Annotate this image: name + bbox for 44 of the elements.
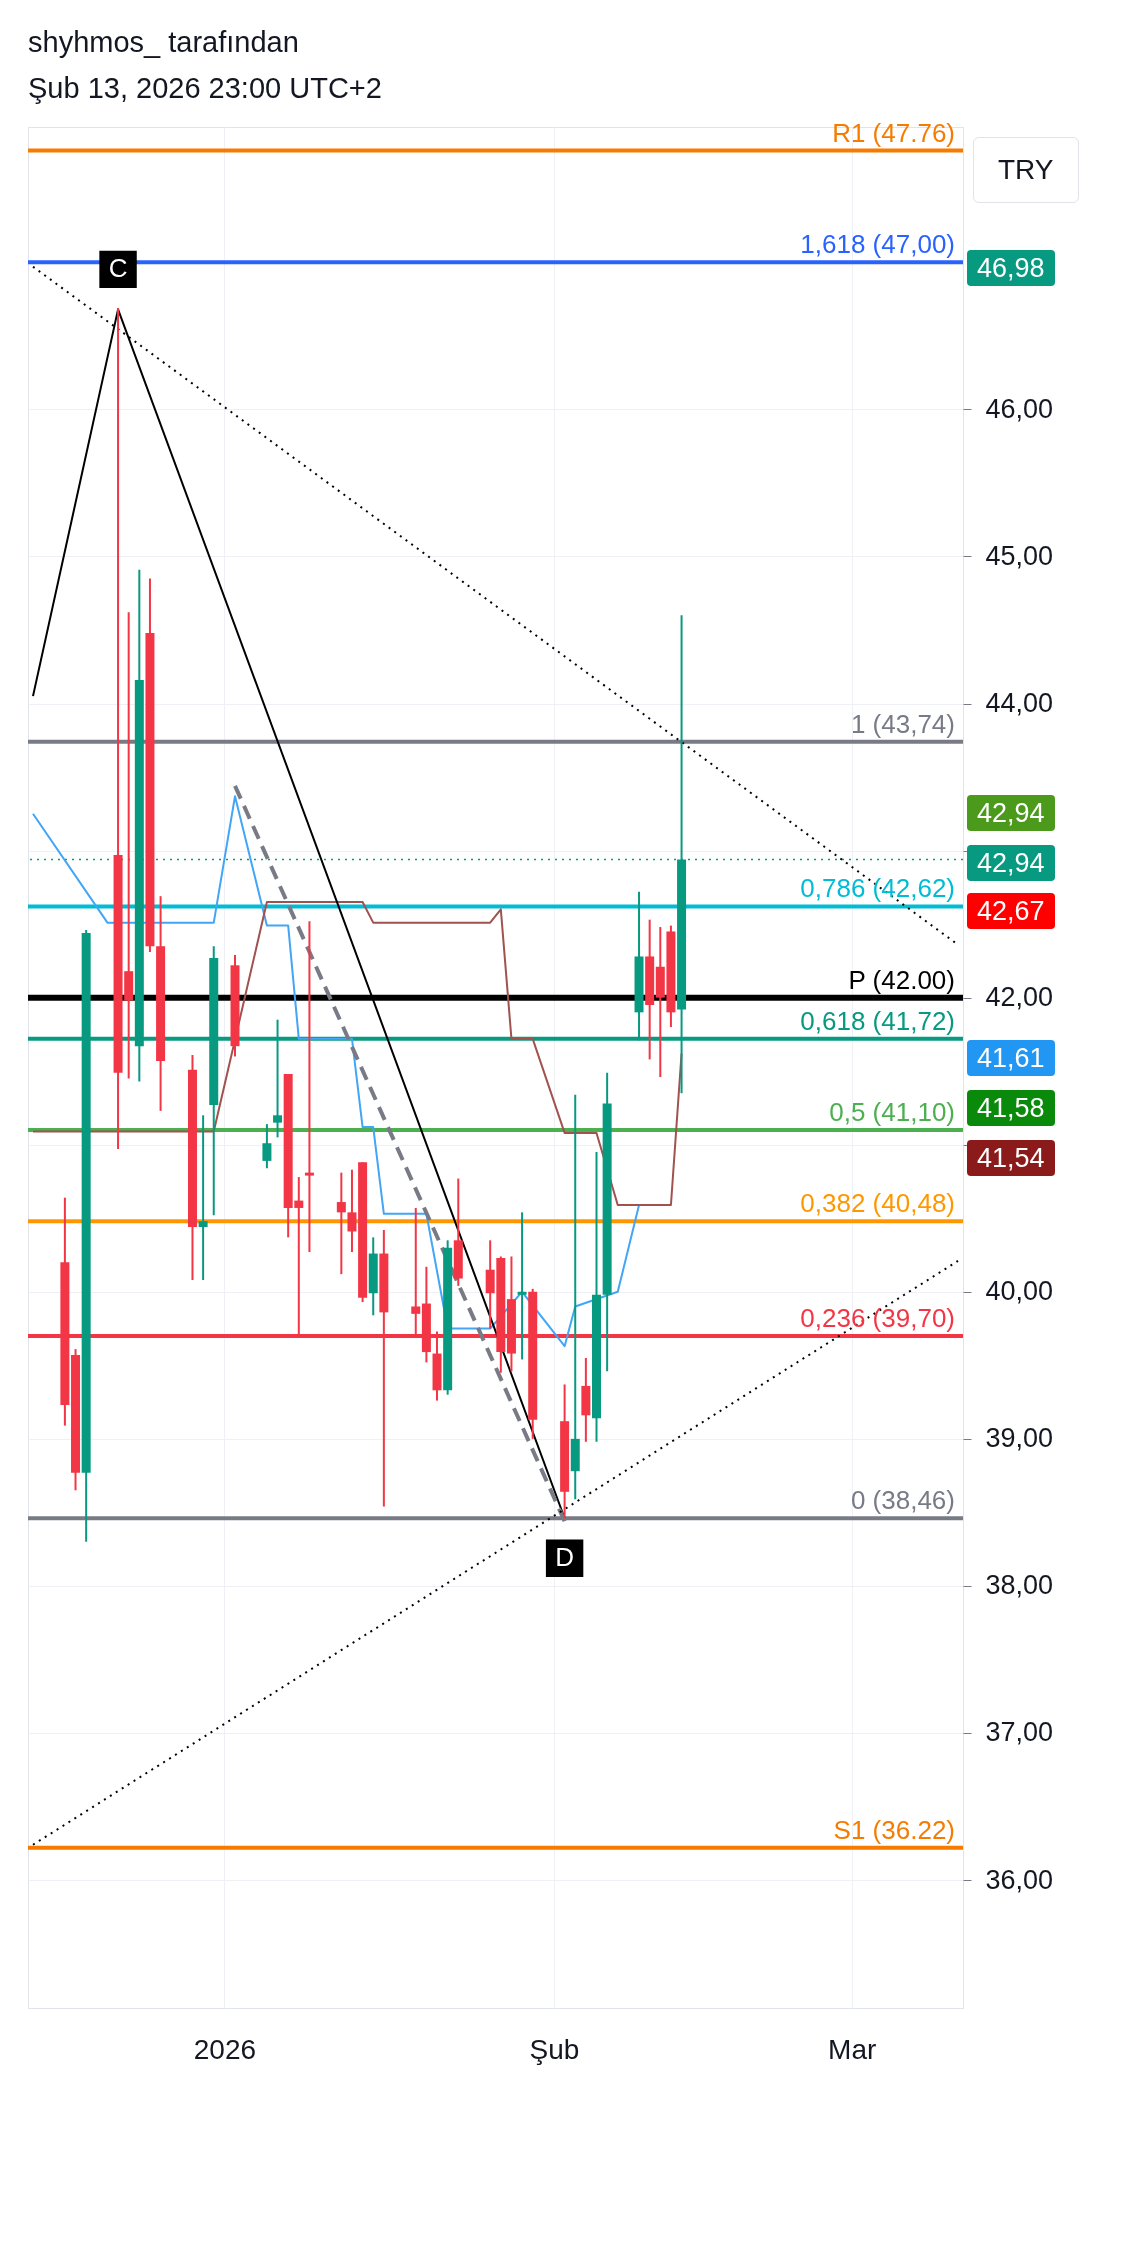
ref-line-label: 0,786 (42,62) bbox=[800, 873, 955, 904]
annotation: C bbox=[108, 253, 128, 284]
ref-line-label: 0,236 (39,70) bbox=[800, 1302, 955, 1333]
y-tick-label: 39,00 bbox=[985, 1423, 1054, 1454]
line-series bbox=[32, 795, 641, 1348]
x-tick-label: 2026 bbox=[193, 2033, 257, 2065]
text: 41,61 bbox=[967, 1040, 1055, 1076]
ref-line-label: 0,618 (41,72) bbox=[800, 1005, 955, 1036]
text: 41,58 bbox=[967, 1090, 1055, 1126]
ref-line-label: 1 (43,74) bbox=[850, 708, 955, 739]
candlestick bbox=[347, 1168, 357, 1254]
y-tick-label: 44,00 bbox=[985, 688, 1054, 719]
y-tick-label: 40,00 bbox=[985, 1276, 1054, 1307]
line-series bbox=[32, 901, 683, 1207]
ref-line-label: 0,382 (40,48) bbox=[800, 1188, 955, 1219]
text: 41,54 bbox=[967, 1140, 1055, 1176]
candlestick bbox=[304, 920, 314, 1254]
ref-line-label: S1 (36.22) bbox=[833, 1814, 955, 1845]
ref-line-label: P (42.00) bbox=[848, 964, 955, 995]
annotation: D bbox=[555, 1542, 574, 1573]
y-tick-label: 38,00 bbox=[985, 1570, 1054, 1601]
ref-line-label: 0 (38,46) bbox=[850, 1485, 955, 1516]
candlestick bbox=[517, 1211, 527, 1361]
chart-subtitle: Şub 13, 2026 23:00 UTC+2 bbox=[28, 72, 382, 105]
text: TRY bbox=[973, 137, 1079, 203]
text: 46,98 bbox=[967, 250, 1055, 286]
y-tick-label: 36,00 bbox=[985, 1864, 1054, 1895]
x-tick-label: Mar bbox=[828, 2033, 877, 2065]
candlestick bbox=[198, 1114, 208, 1282]
text: 42,94 bbox=[967, 845, 1055, 881]
ref-line-label: R1 (47.76) bbox=[832, 117, 955, 148]
ref-line-label: 1,618 (47,00) bbox=[800, 229, 955, 260]
candlestick bbox=[262, 1123, 272, 1170]
y-tick-label: 42,00 bbox=[985, 982, 1054, 1013]
y-tick-label: 45,00 bbox=[985, 540, 1054, 571]
text: 42,94 bbox=[967, 795, 1055, 831]
candlestick bbox=[570, 1093, 580, 1501]
ref-line-label: 0,5 (41,10) bbox=[829, 1097, 955, 1127]
y-tick-label: 46,00 bbox=[985, 393, 1054, 424]
x-tick-label: Şub bbox=[529, 2033, 580, 2065]
y-tick-label: 37,00 bbox=[985, 1717, 1054, 1748]
candlestick bbox=[336, 1171, 346, 1276]
text: 42,67 bbox=[967, 893, 1055, 929]
chart-title: shyhmos_ tarafından bbox=[28, 26, 299, 59]
